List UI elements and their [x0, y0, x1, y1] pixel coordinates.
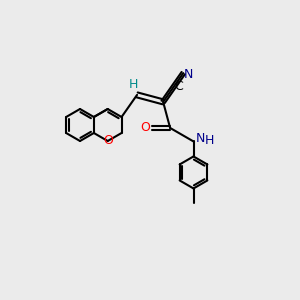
Text: C: C [174, 80, 183, 93]
Text: H: H [205, 134, 214, 147]
Text: H: H [128, 78, 138, 92]
Text: O: O [140, 122, 150, 134]
Text: N: N [184, 68, 193, 81]
Text: O: O [103, 134, 113, 148]
Text: N: N [196, 132, 205, 145]
